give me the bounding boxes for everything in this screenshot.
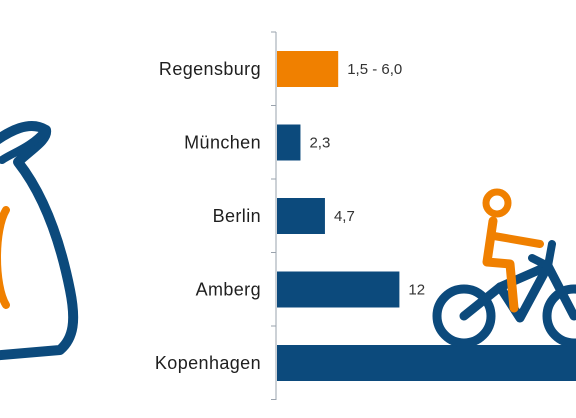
money-bag-icon bbox=[0, 121, 79, 361]
bar-münchen bbox=[277, 124, 301, 161]
bar-amberg bbox=[277, 271, 400, 308]
value-label: 4,7 bbox=[334, 208, 355, 225]
category-label: Berlin bbox=[213, 206, 261, 226]
cyclist-icon bbox=[432, 188, 576, 348]
axis-ticks bbox=[271, 31, 276, 400]
category-label: Amberg bbox=[196, 280, 261, 300]
value-labels: 1,5 - 6,0 2,3 4,7 12 bbox=[309, 61, 425, 299]
bars-group bbox=[277, 51, 576, 381]
category-label: Kopenhagen bbox=[155, 353, 261, 373]
value-label: 2,3 bbox=[309, 135, 330, 152]
bar-kopenhagen bbox=[277, 345, 576, 381]
category-label: Regensburg bbox=[159, 59, 261, 79]
bar-regensburg bbox=[277, 51, 339, 87]
value-label: 12 bbox=[408, 282, 425, 299]
value-label: 1,5 - 6,0 bbox=[347, 61, 402, 78]
bar-berlin bbox=[277, 198, 325, 234]
category-label: München bbox=[184, 133, 261, 153]
category-labels: Regensburg München Berlin Amberg Kopenhagen bbox=[155, 59, 261, 373]
